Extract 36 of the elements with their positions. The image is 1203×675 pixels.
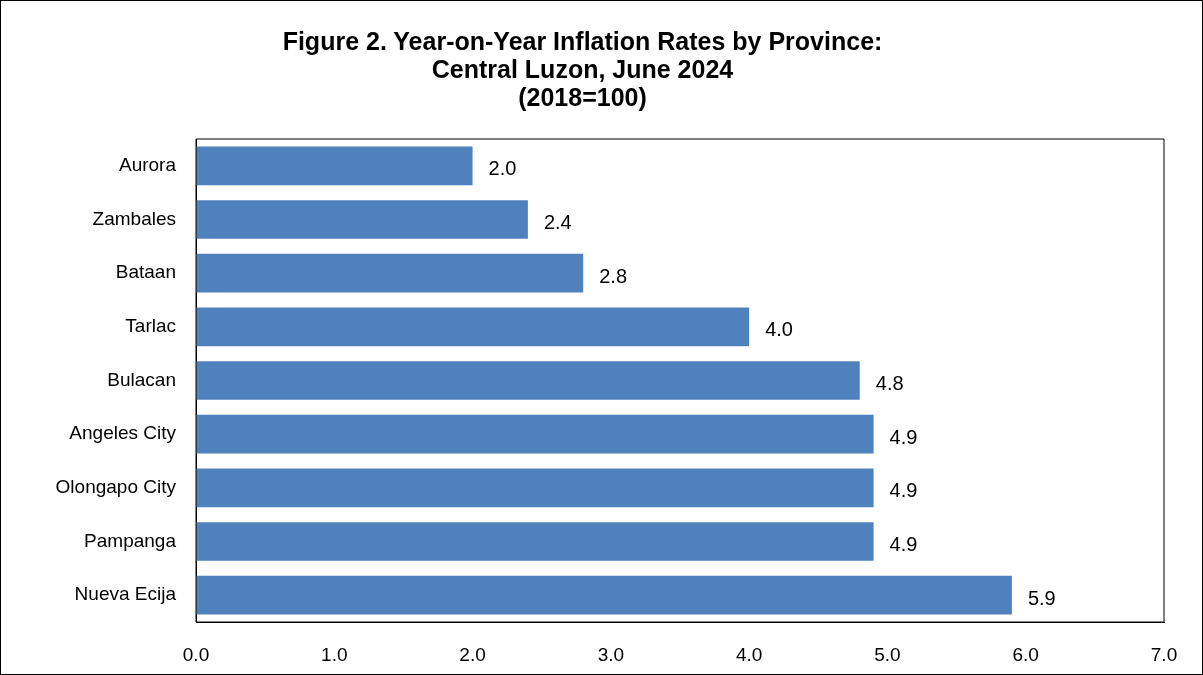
data-label: 4.0 xyxy=(765,318,793,341)
x-tick-label: 2.0 xyxy=(459,643,486,665)
data-label: 2.0 xyxy=(488,157,517,180)
y-tick-label: Pampanga xyxy=(84,529,177,551)
y-tick-label: Angeles City xyxy=(69,422,177,444)
data-label: 4.9 xyxy=(889,533,918,556)
y-tick-label: Bulacan xyxy=(107,368,176,390)
data-label: 4.9 xyxy=(889,479,918,502)
bar xyxy=(196,253,584,293)
bar xyxy=(196,146,473,186)
x-tick-label: 3.0 xyxy=(597,643,625,665)
data-label: 2.4 xyxy=(543,211,572,234)
bar xyxy=(196,468,874,508)
y-tick-label: Tarlac xyxy=(125,315,176,337)
y-tick-label: Nueva Ecija xyxy=(74,583,177,605)
y-tick-label: Olongapo City xyxy=(55,476,177,498)
x-tick-label: 0.0 xyxy=(182,643,210,665)
x-tick-label: 6.0 xyxy=(1012,643,1039,665)
bar xyxy=(196,575,1012,615)
x-tick-label: 4.0 xyxy=(735,643,763,665)
data-label: 4.8 xyxy=(875,372,904,395)
x-tick-label: 5.0 xyxy=(874,643,901,665)
bar xyxy=(196,414,874,454)
bar xyxy=(196,200,528,239)
x-tick-label: 7.0 xyxy=(1150,643,1178,665)
bar xyxy=(196,307,750,347)
bar xyxy=(196,361,860,400)
data-label: 4.9 xyxy=(889,425,918,448)
y-tick-label: Aurora xyxy=(118,154,177,176)
data-label: 5.9 xyxy=(1027,586,1056,609)
chart-title: Figure 2. Year-on-Year Inflation Rates by Province: Central Luzon, June 2024 (2018=100) xyxy=(282,26,883,111)
y-tick-label: Zambales xyxy=(92,207,176,229)
bar xyxy=(196,522,874,561)
y-tick-label: Bataan xyxy=(115,261,176,283)
data-label: 2.8 xyxy=(599,264,628,287)
x-tick-label: 1.0 xyxy=(321,643,348,665)
